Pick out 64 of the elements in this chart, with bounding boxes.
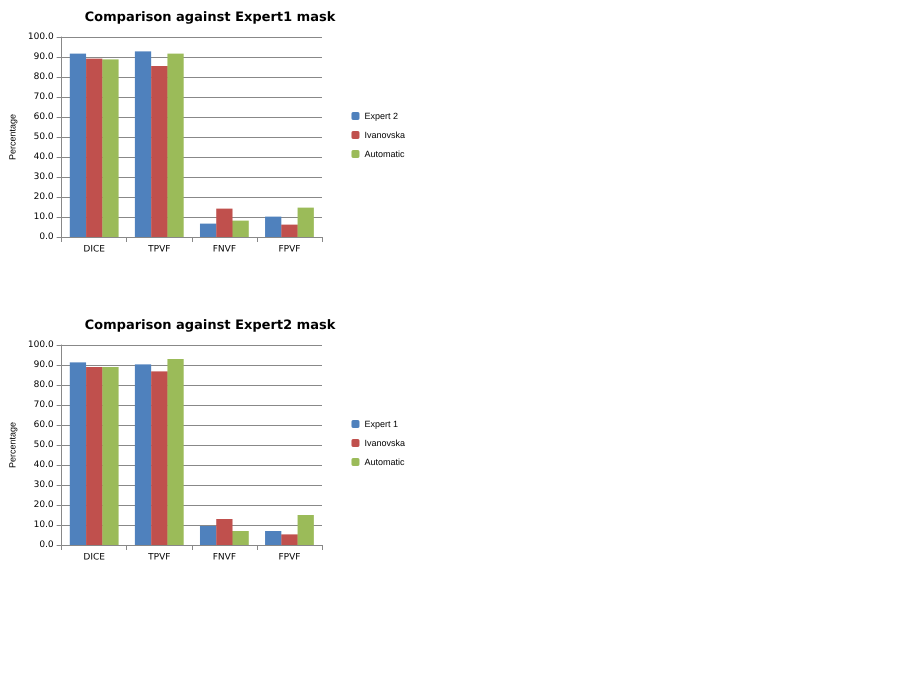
bar: [167, 54, 184, 237]
y-tick-label: 90.0: [34, 52, 54, 62]
y-tick-label: 20.0: [34, 192, 54, 202]
bar: [232, 531, 249, 545]
y-tick-label: 70.0: [34, 400, 54, 410]
bar: [200, 526, 216, 545]
y-tick-label: 100.0: [28, 32, 54, 42]
bar: [70, 54, 86, 237]
x-tick-label: DICE: [83, 244, 106, 254]
bar: [102, 59, 119, 237]
x-tick-label: FNVF: [212, 244, 236, 254]
x-tick-label: DICE: [83, 552, 106, 562]
bar: [134, 51, 152, 237]
y-tick-label: 40.0: [34, 460, 54, 470]
legend-label: Automatic: [364, 457, 405, 467]
bar: [281, 534, 298, 545]
bar: [298, 515, 314, 545]
bar: [265, 531, 282, 545]
y-tick-label: 40.0: [34, 152, 54, 162]
bar: [232, 220, 249, 237]
x-tick-label: FNVF: [212, 552, 236, 562]
chart-title: Comparison against Expert2 mask: [84, 318, 336, 333]
bar: [151, 371, 168, 545]
y-tick-label: 30.0: [34, 172, 54, 182]
bar: [167, 359, 184, 545]
y-tick-label: 10.0: [34, 212, 54, 222]
legend-label: Expert 1: [364, 419, 398, 429]
y-tick-label: 60.0: [34, 420, 54, 430]
bar: [151, 66, 168, 237]
bar: [281, 224, 298, 237]
y-axis-title: Percentage: [8, 114, 18, 160]
y-axis-title: Percentage: [8, 422, 18, 468]
legend-label: Automatic: [364, 149, 405, 159]
legend-label: Expert 2: [364, 111, 398, 121]
y-tick-label: 80.0: [34, 380, 54, 390]
bar: [86, 367, 102, 545]
y-tick-label: 0.0: [39, 232, 54, 242]
y-tick-label: 70.0: [34, 92, 54, 102]
y-tick-label: 10.0: [34, 520, 54, 530]
bar: [216, 208, 233, 237]
bar: [70, 362, 86, 545]
x-tick-label: FPVF: [278, 552, 300, 562]
x-tick-label: TPVF: [147, 552, 170, 562]
y-tick-label: 50.0: [34, 440, 54, 450]
legend-label: Ivanovska: [364, 130, 406, 140]
y-tick-label: 30.0: [34, 480, 54, 490]
chart-title: Comparison against Expert1 mask: [84, 10, 336, 25]
bar: [134, 364, 152, 545]
bar: [216, 519, 233, 545]
y-tick-label: 60.0: [34, 112, 54, 122]
bar: [298, 208, 314, 237]
x-tick-label: FPVF: [278, 244, 300, 254]
y-tick-label: 0.0: [39, 540, 54, 550]
y-tick-label: 50.0: [34, 132, 54, 142]
bar: [200, 224, 216, 237]
y-tick-label: 80.0: [34, 72, 54, 82]
x-tick-label: TPVF: [147, 244, 170, 254]
y-tick-label: 90.0: [34, 360, 54, 370]
y-tick-label: 100.0: [28, 340, 54, 350]
bar: [265, 216, 282, 237]
bar: [86, 58, 102, 237]
legend-label: Ivanovska: [364, 438, 406, 448]
y-tick-label: 20.0: [34, 500, 54, 510]
bar: [102, 367, 119, 545]
